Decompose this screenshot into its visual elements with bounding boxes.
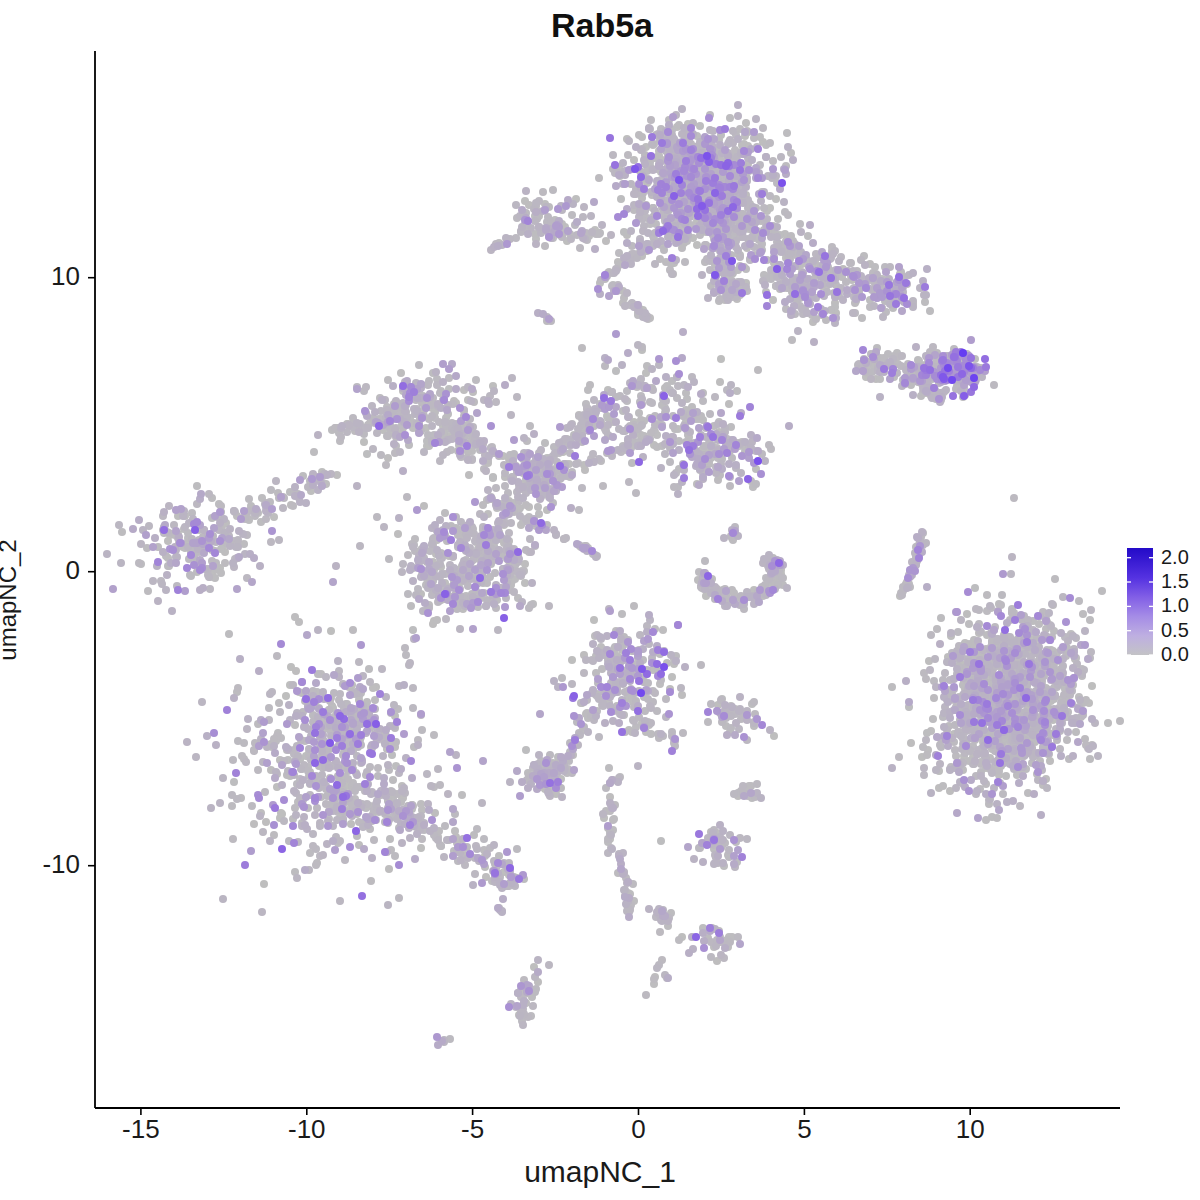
svg-text:1.0: 1.0 [1161, 594, 1189, 616]
svg-text:10: 10 [51, 261, 80, 291]
svg-text:1.5: 1.5 [1161, 570, 1189, 592]
svg-text:-15: -15 [122, 1114, 160, 1144]
svg-text:-10: -10 [288, 1114, 326, 1144]
svg-text:-10: -10 [42, 849, 80, 879]
svg-text:2.0: 2.0 [1161, 546, 1189, 568]
svg-text:0: 0 [66, 555, 80, 585]
svg-text:0.5: 0.5 [1161, 619, 1189, 641]
svg-text:0.0: 0.0 [1161, 643, 1189, 665]
svg-text:5: 5 [797, 1114, 811, 1144]
svg-text:-5: -5 [461, 1114, 484, 1144]
svg-text:10: 10 [956, 1114, 985, 1144]
svg-text:0: 0 [631, 1114, 645, 1144]
